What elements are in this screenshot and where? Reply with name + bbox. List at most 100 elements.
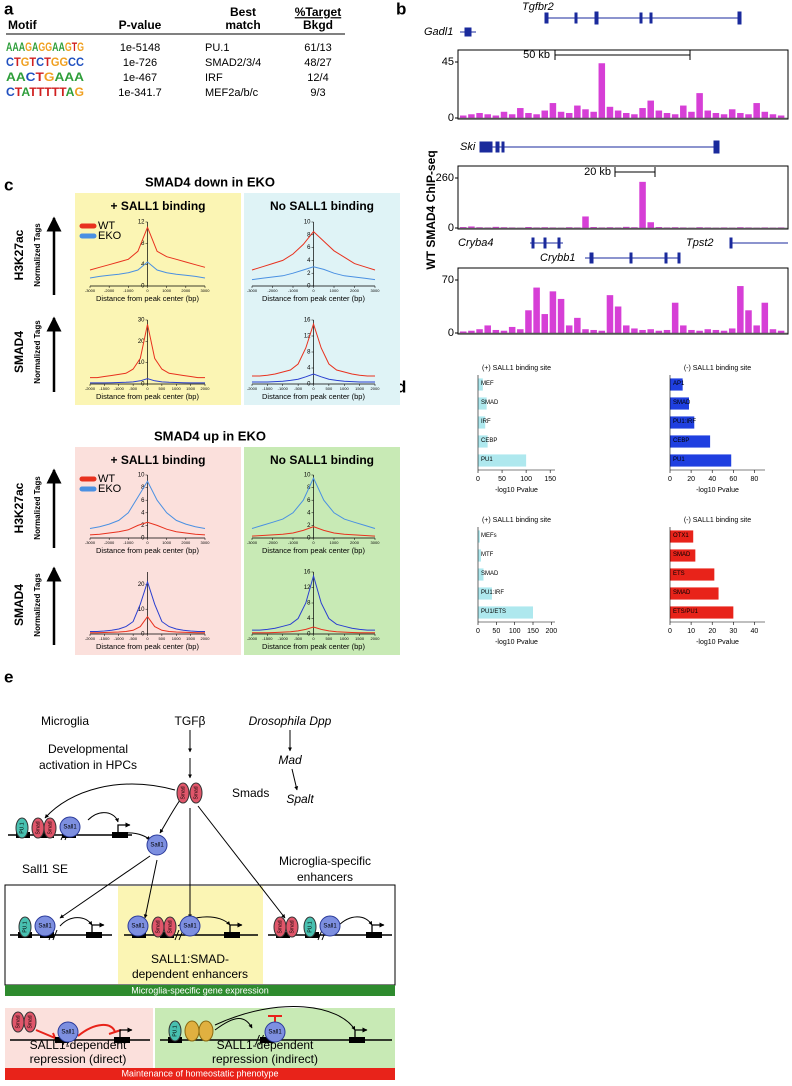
bar bbox=[670, 454, 732, 467]
x-tick-label: -500 bbox=[294, 636, 303, 641]
label: Drosophila Dpp bbox=[249, 714, 332, 728]
y-tick-label: 16 bbox=[304, 570, 311, 576]
category-label: PU1 bbox=[673, 457, 685, 463]
panel-letter: b bbox=[396, 0, 406, 18]
label: Microglia-specific gene expression bbox=[131, 985, 269, 995]
promoter bbox=[349, 1037, 365, 1043]
signal-bar bbox=[476, 329, 483, 333]
category-label: SMAD bbox=[673, 552, 691, 558]
label: repression (direct) bbox=[30, 1052, 127, 1066]
signal-bar bbox=[631, 114, 638, 118]
x-tick-label: -1000 bbox=[114, 386, 125, 391]
promoter bbox=[224, 932, 240, 938]
chart-title: (+) SALL1 binding site bbox=[482, 517, 551, 524]
bar bbox=[670, 435, 711, 448]
row-label: SMAD4 bbox=[12, 584, 26, 626]
arrow bbox=[44, 783, 176, 819]
exon bbox=[543, 237, 547, 249]
sall1-protein bbox=[59, 816, 81, 838]
category-label: SMAD bbox=[481, 571, 499, 577]
y-tick-label: 8 bbox=[307, 350, 311, 356]
legend-label: WT bbox=[98, 220, 115, 232]
bar bbox=[670, 606, 734, 619]
exon bbox=[501, 141, 505, 153]
signal-bar bbox=[712, 329, 720, 333]
sall1-protein bbox=[146, 834, 168, 856]
arrow bbox=[159, 799, 181, 834]
sall1-protein bbox=[34, 915, 56, 937]
signal-bar bbox=[720, 114, 728, 118]
sall1-protein bbox=[319, 915, 341, 937]
label: dependent enhancers bbox=[132, 967, 248, 981]
arrow bbox=[87, 812, 119, 823]
series-line bbox=[251, 230, 376, 271]
y-tick-label: 4 bbox=[307, 510, 311, 516]
row-label: H3K27ac bbox=[12, 229, 26, 280]
y-tick-label: 0 bbox=[141, 382, 145, 388]
cofactor bbox=[198, 1020, 214, 1042]
series-line bbox=[89, 521, 206, 536]
x-tick-label: 2000 bbox=[201, 636, 211, 641]
x-tick-label: 500 bbox=[159, 636, 166, 641]
signal-bar bbox=[753, 325, 760, 333]
exon bbox=[557, 237, 561, 249]
signal-bar bbox=[525, 113, 532, 118]
signal-bar bbox=[663, 329, 671, 333]
y-tick-label: 6 bbox=[141, 498, 145, 504]
arrow bbox=[214, 1006, 356, 1031]
exon bbox=[629, 252, 633, 264]
x-tick-label: 50 bbox=[492, 628, 500, 635]
category-label: AP1 bbox=[673, 381, 685, 387]
x-tick-label: 2000 bbox=[181, 540, 191, 545]
tss-arrow bbox=[371, 922, 385, 935]
signal-bar bbox=[590, 111, 597, 118]
y-tick-label: 0 bbox=[141, 632, 145, 638]
protein-label: Smad bbox=[193, 786, 199, 799]
label: enhancers bbox=[297, 870, 353, 884]
signal-bar bbox=[663, 113, 671, 118]
signal-bar bbox=[761, 302, 769, 333]
header: P-value bbox=[119, 18, 162, 32]
signal-bar bbox=[533, 287, 540, 333]
signal-bar bbox=[680, 325, 687, 333]
series-line bbox=[252, 322, 375, 377]
signal-bar bbox=[484, 114, 491, 118]
row-label: SMAD4 bbox=[12, 331, 26, 373]
x-tick-label: 2000 bbox=[350, 540, 360, 545]
series-line bbox=[90, 615, 205, 634]
signal-bar bbox=[704, 110, 712, 118]
signal-bar bbox=[655, 227, 663, 228]
row-unit: Normalized Tags bbox=[33, 223, 42, 287]
x-tick-label: 0 bbox=[312, 540, 315, 545]
category-label: ETS bbox=[673, 571, 685, 577]
x-tick-label: 10 bbox=[687, 628, 695, 635]
x-tick-label: -2000 bbox=[267, 288, 278, 293]
y-tick-label: 0 bbox=[448, 327, 454, 339]
signal-bar bbox=[541, 110, 549, 118]
x-tick-label: 150 bbox=[527, 628, 539, 635]
protein-label: Smad bbox=[167, 920, 173, 933]
signal-bar bbox=[769, 329, 777, 333]
chart-title: (-) SALL1 binding site bbox=[684, 517, 751, 524]
group-title: SMAD4 down in EKO bbox=[145, 174, 275, 189]
chart-title: (+) SALL1 binding site bbox=[482, 365, 551, 372]
tss-arrow bbox=[119, 1027, 133, 1040]
x-tick-label: 2000 bbox=[201, 386, 211, 391]
x-axis-label: Distance from peak center (bp) bbox=[96, 392, 199, 401]
pu1-protein bbox=[18, 916, 32, 938]
signal-bar bbox=[720, 330, 728, 333]
signal-bar bbox=[647, 100, 654, 118]
x-axis-label: Distance from peak center (bp) bbox=[262, 546, 365, 555]
protein-label: Smad bbox=[47, 821, 53, 834]
label: SALL1-dependent bbox=[30, 1038, 127, 1052]
signal-bar bbox=[753, 103, 760, 118]
legend-label: EKO bbox=[98, 230, 122, 242]
scale-label: 20 kb bbox=[584, 166, 611, 178]
bar bbox=[670, 416, 695, 429]
bar bbox=[670, 568, 715, 581]
signal-bar bbox=[574, 105, 581, 118]
x-tick-label: 20 bbox=[708, 628, 716, 635]
y-tick-label: 16 bbox=[304, 318, 311, 324]
bar bbox=[478, 416, 486, 429]
signal-bar bbox=[468, 330, 475, 333]
